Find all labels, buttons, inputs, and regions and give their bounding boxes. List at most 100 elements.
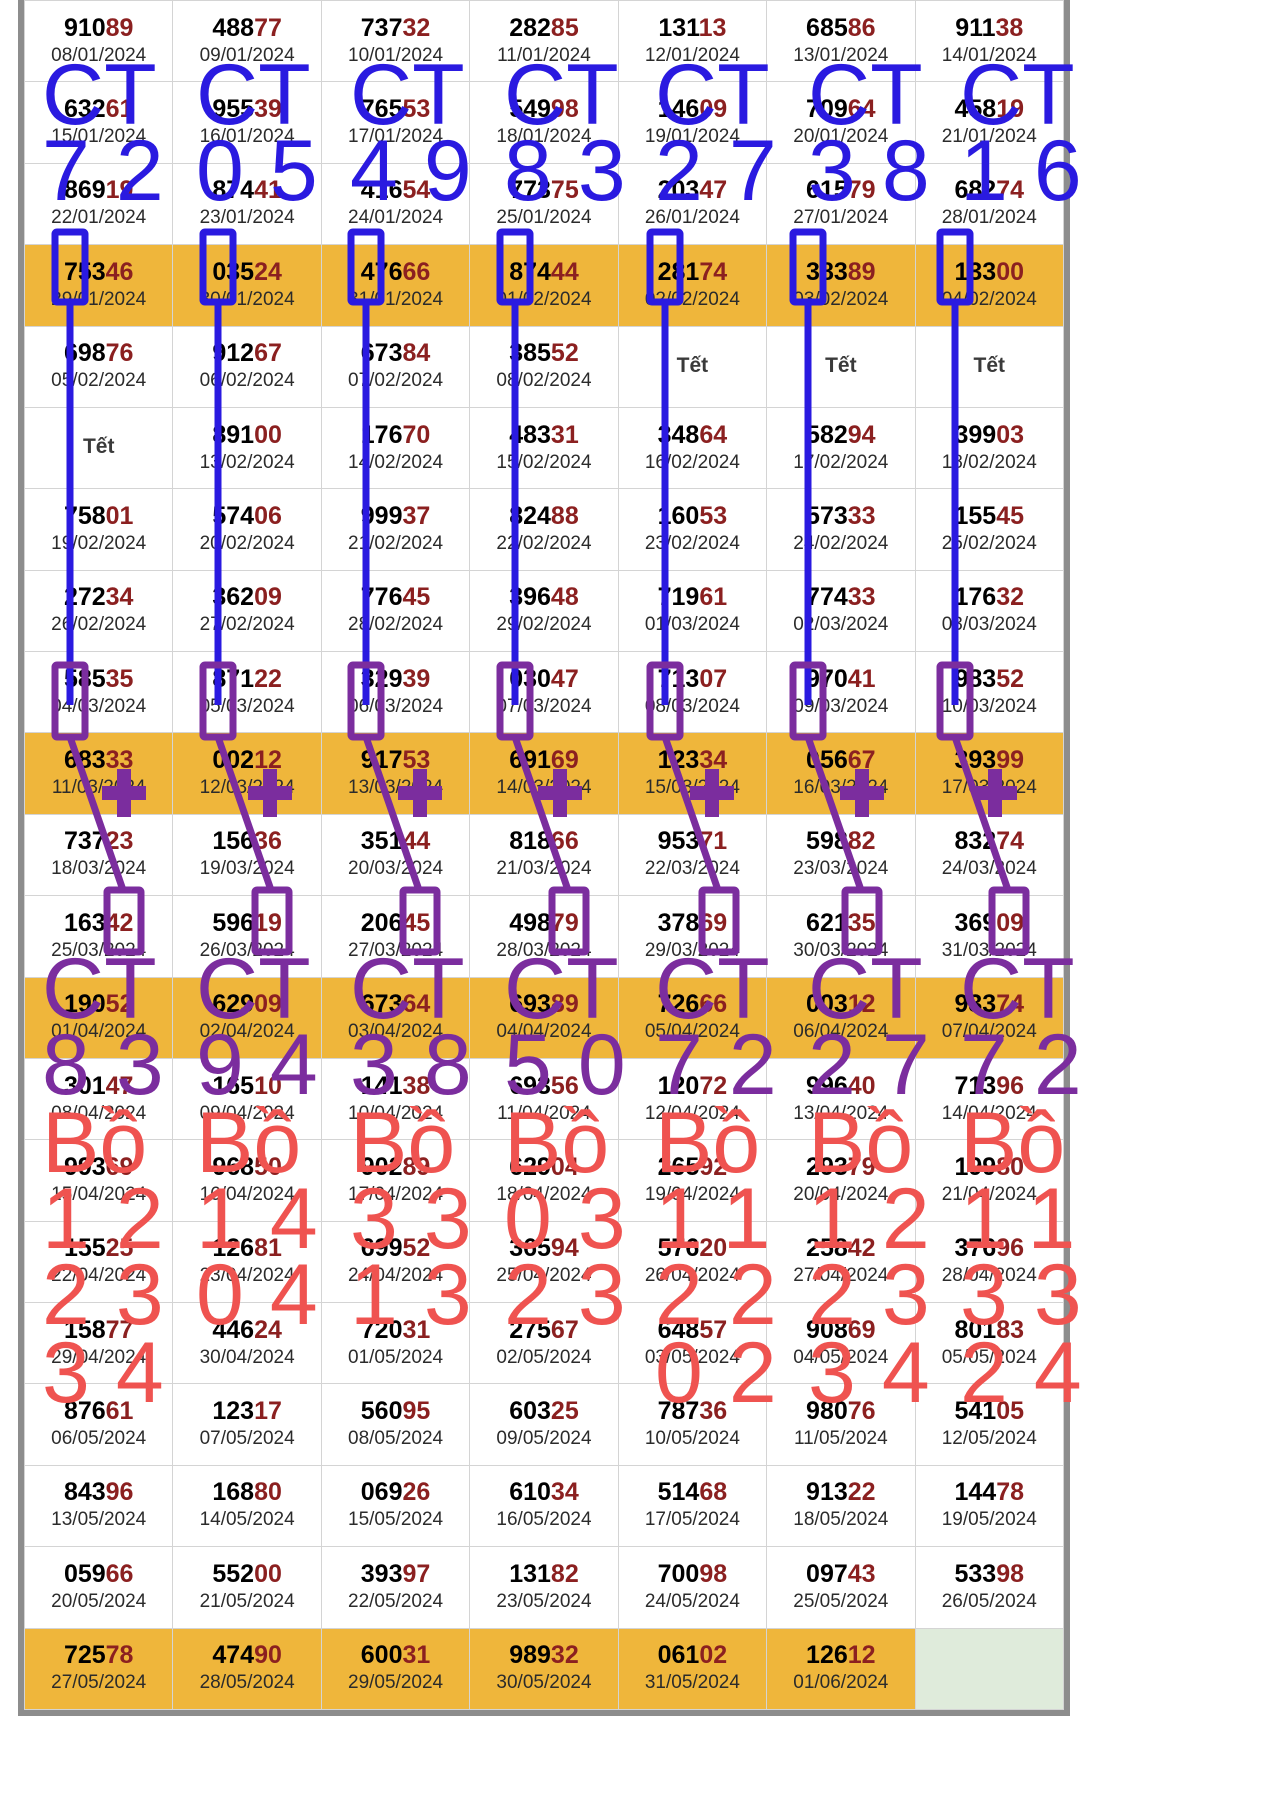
result-cell[interactable]: 19980 21/04/2024 <box>914 1139 1065 1222</box>
result-cell[interactable]: 83274 24/03/2024 <box>914 813 1065 897</box>
result-cell[interactable]: 98932 30/05/2024 <box>469 1627 619 1710</box>
result-cell[interactable]: 12334 15/03/2024 <box>617 732 768 815</box>
result-cell[interactable]: 71307 08/03/2024 <box>617 650 768 734</box>
result-cell[interactable]: 32939 06/03/2024 <box>320 650 471 734</box>
result-cell[interactable]: 12072 12/04/2024 <box>617 1057 768 1141</box>
result-cell[interactable]: 15525 22/04/2024 <box>23 1220 174 1304</box>
result-cell[interactable]: 99937 21/02/2024 <box>320 488 471 571</box>
result-cell[interactable]: 78736 10/05/2024 <box>617 1383 768 1466</box>
result-cell[interactable]: 47666 31/01/2024 <box>320 244 471 327</box>
result-cell[interactable]: 58294 17/02/2024 <box>766 406 916 490</box>
result-cell[interactable]: 73732 10/01/2024 <box>320 0 471 83</box>
result-cell[interactable]: 41654 24/01/2024 <box>320 162 471 246</box>
result-cell[interactable]: 26592 19/04/2024 <box>617 1139 768 1222</box>
result-cell[interactable]: 47490 28/05/2024 <box>172 1627 322 1710</box>
result-cell[interactable]: 55200 21/05/2024 <box>172 1546 322 1629</box>
result-cell[interactable]: 15545 25/02/2024 <box>914 488 1065 571</box>
result-cell[interactable]: 17632 03/03/2024 <box>914 569 1065 653</box>
result-cell[interactable]: 62135 30/03/2024 <box>766 895 916 978</box>
result-cell[interactable]: 29379 20/04/2024 <box>766 1139 916 1222</box>
result-cell[interactable]: 13182 23/05/2024 <box>469 1546 619 1629</box>
result-cell[interactable]: 63261 15/01/2024 <box>23 81 174 164</box>
result-cell[interactable]: Tết <box>23 406 174 490</box>
result-cell[interactable]: 60031 29/05/2024 <box>320 1627 471 1710</box>
result-cell[interactable]: 12681 23/04/2024 <box>172 1220 322 1304</box>
result-cell[interactable]: 05667 16/03/2024 <box>766 732 916 815</box>
result-cell[interactable]: 72666 05/04/2024 <box>617 976 768 1059</box>
result-cell[interactable]: 13300 04/02/2024 <box>914 244 1065 327</box>
result-cell[interactable]: 59619 26/03/2024 <box>172 895 322 978</box>
result-cell[interactable]: 39397 22/05/2024 <box>320 1546 471 1629</box>
result-cell[interactable]: 69356 11/04/2024 <box>469 1057 619 1141</box>
result-cell[interactable]: 70964 20/01/2024 <box>766 81 916 164</box>
result-cell[interactable]: 91089 08/01/2024 <box>23 0 174 83</box>
result-cell[interactable]: 72578 27/05/2024 <box>23 1627 174 1710</box>
result-cell[interactable]: 69169 14/03/2024 <box>469 732 619 815</box>
result-cell[interactable]: 73723 18/03/2024 <box>23 813 174 897</box>
result-cell[interactable]: Tết <box>914 325 1065 408</box>
result-cell[interactable]: 91753 13/03/2024 <box>320 732 471 815</box>
result-cell[interactable]: 15636 19/03/2024 <box>172 813 322 897</box>
result-cell[interactable]: 12317 07/05/2024 <box>172 1383 322 1466</box>
result-cell[interactable]: 48331 15/02/2024 <box>469 406 619 490</box>
result-cell[interactable]: 98352 10/03/2024 <box>914 650 1065 734</box>
result-cell[interactable]: 58535 04/03/2024 <box>23 650 174 734</box>
result-cell[interactable]: 91322 18/05/2024 <box>766 1464 916 1548</box>
result-cell[interactable]: 68274 28/01/2024 <box>914 162 1065 246</box>
result-cell[interactable]: 71396 14/04/2024 <box>914 1057 1065 1141</box>
result-cell[interactable]: 87122 05/03/2024 <box>172 650 322 734</box>
result-cell[interactable]: 89100 13/02/2024 <box>172 406 322 490</box>
result-cell[interactable]: 62904 18/04/2024 <box>469 1139 619 1222</box>
result-cell[interactable]: 16510 09/04/2024 <box>172 1057 322 1141</box>
result-cell[interactable]: 44624 30/04/2024 <box>172 1301 322 1385</box>
result-cell[interactable]: 03047 07/03/2024 <box>469 650 619 734</box>
result-cell[interactable]: 57333 24/02/2024 <box>766 488 916 571</box>
result-cell[interactable]: 16053 23/02/2024 <box>617 488 768 571</box>
result-cell[interactable]: 87444 01/02/2024 <box>469 244 619 327</box>
result-cell[interactable]: 76553 17/01/2024 <box>320 81 471 164</box>
result-cell[interactable]: 67384 07/02/2024 <box>320 325 471 408</box>
result-cell[interactable]: 06102 31/05/2024 <box>617 1627 768 1710</box>
result-cell[interactable]: 98076 11/05/2024 <box>766 1383 916 1466</box>
result-cell[interactable]: 37696 28/04/2024 <box>914 1220 1065 1304</box>
result-cell[interactable]: 57620 26/04/2024 <box>617 1220 768 1304</box>
result-cell[interactable]: 36594 25/04/2024 <box>469 1220 619 1304</box>
result-cell[interactable]: 77645 28/02/2024 <box>320 569 471 653</box>
result-cell[interactable]: 28285 11/01/2024 <box>469 0 619 83</box>
result-cell[interactable]: 19052 01/04/2024 <box>23 976 174 1059</box>
result-cell[interactable]: 05966 20/05/2024 <box>23 1546 174 1629</box>
result-cell[interactable]: 69876 05/02/2024 <box>23 325 174 408</box>
result-cell[interactable]: 20347 26/01/2024 <box>617 162 768 246</box>
result-cell[interactable]: 77433 02/03/2024 <box>766 569 916 653</box>
result-cell[interactable]: 99640 13/04/2024 <box>766 1057 916 1141</box>
result-cell[interactable]: 49879 28/03/2024 <box>469 895 619 978</box>
result-cell[interactable]: 61579 27/01/2024 <box>766 162 916 246</box>
result-cell[interactable]: 54105 12/05/2024 <box>914 1383 1065 1466</box>
result-cell[interactable]: 95539 16/01/2024 <box>172 81 322 164</box>
result-cell[interactable]: 35144 20/03/2024 <box>320 813 471 897</box>
result-cell[interactable]: 06926 15/05/2024 <box>320 1464 471 1548</box>
result-cell[interactable]: 82488 22/02/2024 <box>469 488 619 571</box>
result-cell[interactable]: 36909 31/03/2024 <box>914 895 1065 978</box>
result-cell[interactable]: 56095 08/05/2024 <box>320 1383 471 1466</box>
result-cell[interactable]: 72031 01/05/2024 <box>320 1301 471 1385</box>
result-cell[interactable]: 36209 27/02/2024 <box>172 569 322 653</box>
result-cell[interactable]: 17670 14/02/2024 <box>320 406 471 490</box>
result-cell[interactable]: 69389 04/04/2024 <box>469 976 619 1059</box>
result-cell[interactable]: 68586 13/01/2024 <box>766 0 916 83</box>
result-cell[interactable]: 16880 14/05/2024 <box>172 1464 322 1548</box>
result-cell[interactable]: 90289 17/04/2024 <box>320 1139 471 1222</box>
result-cell[interactable]: 64857 03/05/2024 <box>617 1301 768 1385</box>
result-cell[interactable]: 15877 29/04/2024 <box>23 1301 174 1385</box>
result-cell[interactable]: 80183 05/05/2024 <box>914 1301 1065 1385</box>
result-cell[interactable]: 71961 01/03/2024 <box>617 569 768 653</box>
result-cell[interactable]: 57406 20/02/2024 <box>172 488 322 571</box>
result-cell[interactable]: Tết <box>766 325 916 408</box>
result-cell[interactable]: 91138 14/01/2024 <box>914 0 1065 83</box>
result-cell[interactable]: 14138 10/04/2024 <box>320 1057 471 1141</box>
result-cell[interactable]: 77375 25/01/2024 <box>469 162 619 246</box>
result-cell[interactable]: 97041 09/03/2024 <box>766 650 916 734</box>
result-cell[interactable]: 87661 06/05/2024 <box>23 1383 174 1466</box>
result-cell[interactable]: 86919 22/01/2024 <box>23 162 174 246</box>
result-cell[interactable]: 70098 24/05/2024 <box>617 1546 768 1629</box>
